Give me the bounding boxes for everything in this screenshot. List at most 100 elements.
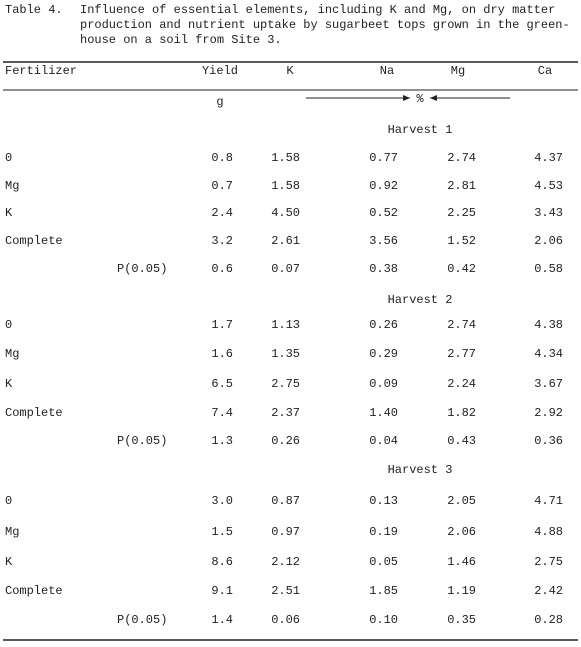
cell-value: 2.74	[447, 151, 476, 165]
cell-value: 4.34	[534, 347, 563, 361]
cell-value: 4.71	[534, 494, 563, 508]
cell-value: 1.19	[447, 584, 476, 598]
caption-line: production and nutrient uptake by sugarb…	[80, 18, 570, 32]
cell-value: 2.75	[271, 377, 300, 391]
fertilizer-label: Complete	[5, 584, 63, 598]
cell-value: 0.13	[369, 494, 398, 508]
cell-value: 2.75	[534, 555, 563, 569]
cell-value: 2.06	[447, 525, 476, 539]
arrow-head	[430, 95, 437, 101]
cell-value: 4.88	[534, 525, 563, 539]
column-header: Mg	[451, 64, 465, 78]
cell-value: 0.09	[369, 377, 398, 391]
cell-value: 2.24	[447, 377, 476, 391]
cell-value: 1.46	[447, 555, 476, 569]
column-header: Ca	[538, 64, 552, 78]
fertilizer-label: 0	[5, 151, 12, 165]
cell-value: 3.67	[534, 377, 563, 391]
lsd-label: P(0.05)	[117, 613, 167, 627]
cell-value: 4.37	[534, 151, 563, 165]
column-header: Yield	[202, 64, 238, 78]
cell-value: 0.87	[271, 494, 300, 508]
arrow-head	[403, 95, 410, 101]
cell-value: 2.61	[271, 234, 300, 248]
cell-value: 6.5	[211, 377, 233, 391]
cell-value: 1.58	[271, 179, 300, 193]
cell-value: 2.42	[534, 584, 563, 598]
fertilizer-label: K	[5, 206, 13, 220]
cell-value: 0.7	[211, 179, 233, 193]
cell-value: 4.53	[534, 179, 563, 193]
cell-value: 0.04	[369, 434, 398, 448]
cell-value: 2.12	[271, 555, 300, 569]
caption-line: Influence of essential elements, includi…	[80, 3, 555, 17]
unit-yield: g	[216, 95, 223, 109]
cell-value: 0.92	[369, 179, 398, 193]
fertilizer-label: K	[5, 377, 13, 391]
cell-value: 0.42	[447, 262, 476, 276]
cell-value: 1.58	[271, 151, 300, 165]
cell-value: 3.56	[369, 234, 398, 248]
cell-value: 1.35	[271, 347, 300, 361]
cell-value: 1.82	[447, 406, 476, 420]
harvest-heading: Harvest 1	[388, 123, 453, 137]
column-header: Fertilizer	[5, 64, 77, 78]
table-label: Table 4.	[5, 3, 63, 17]
cell-value: 0.26	[271, 434, 300, 448]
cell-value: 0.6	[211, 262, 233, 276]
cell-value: 2.37	[271, 406, 300, 420]
cell-value: 2.92	[534, 406, 563, 420]
cell-value: 1.40	[369, 406, 398, 420]
cell-value: 0.38	[369, 262, 398, 276]
cell-value: 0.58	[534, 262, 563, 276]
cell-value: 0.26	[369, 318, 398, 332]
cell-value: 1.85	[369, 584, 398, 598]
cell-value: 3.0	[211, 494, 233, 508]
cell-value: 1.3	[211, 434, 233, 448]
cell-value: 0.8	[211, 151, 233, 165]
harvest-heading: Harvest 3	[388, 463, 453, 477]
cell-value: 0.05	[369, 555, 398, 569]
cell-value: 2.05	[447, 494, 476, 508]
column-header: Na	[380, 64, 394, 78]
cell-value: 0.35	[447, 613, 476, 627]
cell-value: 0.77	[369, 151, 398, 165]
fertilizer-label: Complete	[5, 406, 63, 420]
caption-line: house on a soil from Site 3.	[80, 33, 282, 47]
cell-value: 1.6	[211, 347, 233, 361]
cell-value: 2.06	[534, 234, 563, 248]
harvest-heading: Harvest 2	[388, 293, 453, 307]
cell-value: 9.1	[211, 584, 233, 598]
cell-value: 2.81	[447, 179, 476, 193]
cell-value: 1.52	[447, 234, 476, 248]
fertilizer-label: Mg	[5, 525, 19, 539]
cell-value: 0.29	[369, 347, 398, 361]
cell-value: 2.4	[211, 206, 233, 220]
cell-value: 2.77	[447, 347, 476, 361]
cell-value: 2.74	[447, 318, 476, 332]
fertilizer-label: K	[5, 555, 13, 569]
unit-elements: %	[416, 92, 424, 106]
cell-value: 1.4	[211, 613, 233, 627]
cell-value: 0.52	[369, 206, 398, 220]
lsd-label: P(0.05)	[117, 262, 167, 276]
cell-value: 4.50	[271, 206, 300, 220]
cell-value: 1.7	[211, 318, 233, 332]
cell-value: 0.19	[369, 525, 398, 539]
cell-value: 3.2	[211, 234, 233, 248]
cell-value: 0.06	[271, 613, 300, 627]
cell-value: 3.43	[534, 206, 563, 220]
cell-value: 0.28	[534, 613, 563, 627]
cell-value: 7.4	[211, 406, 233, 420]
cell-value: 0.36	[534, 434, 563, 448]
lsd-label: P(0.05)	[117, 434, 167, 448]
fertilizer-label: 0	[5, 494, 12, 508]
cell-value: 0.07	[271, 262, 300, 276]
fertilizer-label: Mg	[5, 347, 19, 361]
fertilizer-label: 0	[5, 318, 12, 332]
cell-value: 0.97	[271, 525, 300, 539]
cell-value: 2.51	[271, 584, 300, 598]
cell-value: 0.10	[369, 613, 398, 627]
cell-value: 1.13	[271, 318, 300, 332]
